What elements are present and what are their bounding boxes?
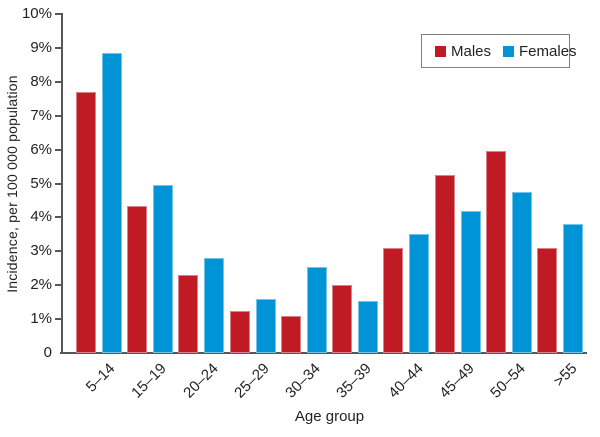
- legend-entry-males: Males: [435, 43, 491, 60]
- x-tick-label: 25–29: [231, 360, 273, 402]
- bar-females: [306, 266, 327, 353]
- x-tick-label: 40–44: [384, 360, 427, 402]
- y-tick-label: 2%: [30, 276, 52, 294]
- y-tick: [55, 182, 61, 185]
- bar-group: [432, 14, 483, 353]
- y-tick: [55, 250, 61, 253]
- bar-group: [124, 14, 175, 353]
- bar-group: [483, 14, 534, 353]
- y-tick-label: 1%: [30, 310, 52, 328]
- bar-group: [329, 14, 380, 353]
- bar-group: [176, 14, 227, 353]
- legend: Males Females: [421, 34, 577, 68]
- legend-entry-females: Females: [503, 43, 577, 60]
- y-tick-label: 10%: [21, 5, 52, 22]
- x-axis-line: [60, 352, 587, 354]
- bar-group: [381, 14, 432, 353]
- x-tick-label: 50–54: [487, 360, 530, 402]
- y-tick: [55, 13, 61, 15]
- bar-males: [434, 175, 455, 353]
- x-tick-label: 35–39: [333, 360, 376, 402]
- bar-males: [280, 315, 301, 353]
- plot-area: [63, 14, 586, 353]
- males-swatch-icon: [435, 45, 446, 57]
- y-tick: [55, 114, 61, 117]
- y-axis-line: [61, 13, 63, 354]
- bar-group: [227, 14, 278, 353]
- x-axis-title: Age group: [294, 408, 365, 425]
- bar-group: [73, 14, 124, 353]
- bar-males: [75, 92, 96, 353]
- bar-males: [229, 310, 250, 353]
- x-tick-label: 5–14: [83, 360, 119, 396]
- x-tick-label: >55: [550, 360, 581, 391]
- y-tick-label: 7%: [30, 106, 52, 124]
- y-tick-label: 9%: [30, 38, 52, 56]
- x-tick-label: 30–34: [282, 360, 324, 402]
- bar-females: [563, 224, 584, 353]
- x-tick-label: 45–49: [436, 360, 478, 402]
- y-tick: [55, 148, 61, 151]
- bar-males: [486, 151, 507, 353]
- y-tick-label: 0: [43, 344, 52, 361]
- y-tick: [55, 284, 61, 287]
- bar-males: [126, 205, 147, 353]
- y-tick: [55, 46, 61, 49]
- bar-females: [512, 192, 533, 353]
- bar-females: [358, 300, 379, 353]
- y-tick: [55, 216, 61, 219]
- legend-label-females: Females: [519, 42, 577, 60]
- bar-group: [535, 14, 586, 353]
- bar-females: [101, 53, 122, 353]
- bar-males: [383, 247, 404, 353]
- bar-females: [460, 210, 481, 353]
- y-tick-label: 8%: [30, 72, 52, 90]
- bar-females: [204, 258, 225, 353]
- bar-females: [152, 185, 173, 353]
- bar-males: [537, 247, 558, 353]
- y-tick-label: 6%: [30, 140, 52, 158]
- bar-females: [409, 234, 430, 353]
- bar-group: [278, 14, 329, 353]
- y-tick: [55, 318, 61, 321]
- y-tick-label: 4%: [30, 208, 52, 226]
- x-tick-label: 15–19: [128, 360, 170, 402]
- y-tick-label: 5%: [30, 174, 52, 192]
- y-tick: [55, 80, 61, 83]
- x-tick-label: 20–24: [179, 360, 222, 402]
- females-swatch-icon: [503, 45, 515, 57]
- bar-males: [178, 275, 199, 353]
- legend-label-males: Males: [451, 42, 492, 60]
- y-tick-label: 3%: [30, 242, 52, 260]
- bar-females: [255, 298, 276, 353]
- bar-males: [332, 285, 353, 353]
